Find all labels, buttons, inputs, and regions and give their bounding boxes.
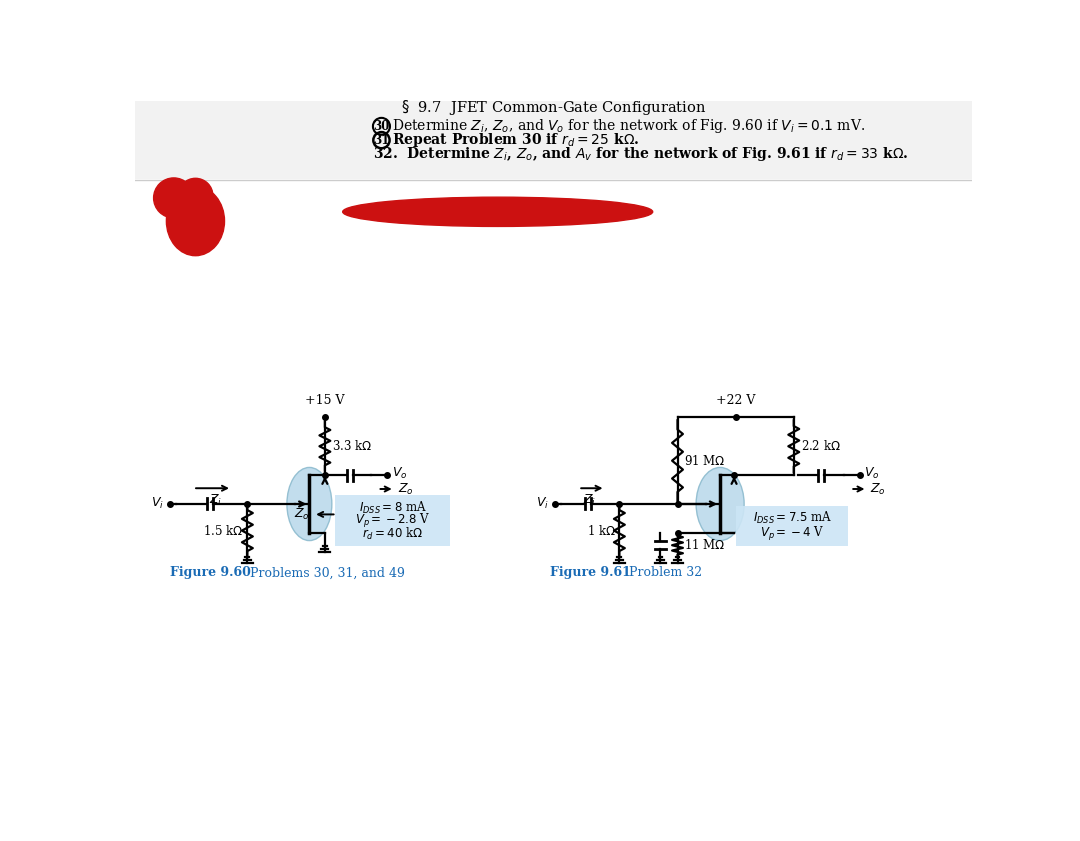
Text: $V_i$: $V_i$ xyxy=(151,496,164,511)
Bar xyxy=(135,178,972,748)
Text: $I_{DSS} = 8$ mA: $I_{DSS} = 8$ mA xyxy=(359,500,427,516)
Text: Figure 9.60: Figure 9.60 xyxy=(170,567,251,579)
Text: $Z_o$: $Z_o$ xyxy=(870,481,887,496)
Text: Figure 9.61: Figure 9.61 xyxy=(550,567,631,579)
Text: $V_p = -2.8$ V: $V_p = -2.8$ V xyxy=(355,511,430,530)
Ellipse shape xyxy=(342,197,652,226)
Text: $Z_o$: $Z_o$ xyxy=(294,507,309,522)
Text: 32.  Determine $Z_i$, $Z_o$, and $A_v$ for the network of Fig. 9.61 if $r_d = 33: 32. Determine $Z_i$, $Z_o$, and $A_v$ fo… xyxy=(373,145,908,163)
Text: 1 k$\Omega$: 1 k$\Omega$ xyxy=(586,524,616,537)
Ellipse shape xyxy=(153,178,194,218)
Text: $V_i$: $V_i$ xyxy=(536,496,549,511)
Text: $Z_o$: $Z_o$ xyxy=(397,481,414,496)
Text: Problem 32: Problem 32 xyxy=(630,567,703,579)
Ellipse shape xyxy=(178,178,213,213)
Text: Repeat Problem 30 if $r_d = 25$ k$\Omega$.: Repeat Problem 30 if $r_d = 25$ k$\Omega… xyxy=(392,131,639,149)
Text: $Z_i$: $Z_i$ xyxy=(210,493,222,508)
Text: $Z_i$: $Z_i$ xyxy=(583,493,596,508)
Ellipse shape xyxy=(166,187,225,256)
Text: 11 M$\Omega$: 11 M$\Omega$ xyxy=(685,538,726,553)
Text: Determine $Z_i$, $Z_o$, and $V_o$ for the network of Fig. 9.60 if $V_i = 0.1$ mV: Determine $Z_i$, $Z_o$, and $V_o$ for th… xyxy=(392,118,865,135)
Text: $V_p = -4$ V: $V_p = -4$ V xyxy=(760,525,824,542)
Text: $V_o$: $V_o$ xyxy=(392,466,407,481)
Text: 3.3 k$\Omega$: 3.3 k$\Omega$ xyxy=(332,439,372,453)
Text: $V_o$: $V_o$ xyxy=(864,466,880,481)
Text: 1.5 k$\Omega$: 1.5 k$\Omega$ xyxy=(203,524,243,537)
FancyBboxPatch shape xyxy=(737,506,848,546)
Text: 31: 31 xyxy=(374,134,390,146)
Text: 2.2 k$\Omega$: 2.2 k$\Omega$ xyxy=(800,439,840,453)
Ellipse shape xyxy=(287,468,332,541)
Text: $r_d = 40$ k$\Omega$: $r_d = 40$ k$\Omega$ xyxy=(362,526,423,542)
Text: $\S$  9.7  JFET Common-Gate Configuration: $\S$ 9.7 JFET Common-Gate Configuration xyxy=(401,98,706,117)
Ellipse shape xyxy=(697,468,744,541)
FancyBboxPatch shape xyxy=(335,495,450,546)
Text: 91 M$\Omega$: 91 M$\Omega$ xyxy=(685,453,726,468)
Text: 30: 30 xyxy=(374,119,390,133)
Text: +15 V: +15 V xyxy=(306,394,345,407)
Text: Problems 30, 31, and 49: Problems 30, 31, and 49 xyxy=(249,567,405,579)
Text: $I_{DSS} = 7.5$ mA: $I_{DSS} = 7.5$ mA xyxy=(753,510,832,526)
Text: +22 V: +22 V xyxy=(716,394,755,407)
Bar xyxy=(135,101,972,178)
